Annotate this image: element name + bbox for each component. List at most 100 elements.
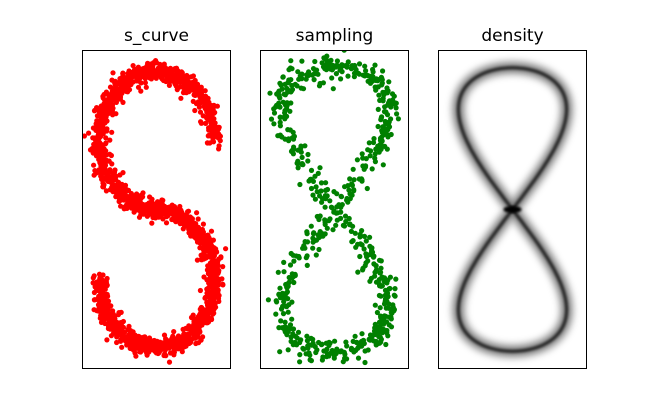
data-point [300, 345, 306, 351]
data-point [200, 221, 206, 227]
data-point [200, 334, 206, 340]
data-point [344, 343, 350, 349]
data-point [326, 353, 332, 359]
data-point [198, 304, 204, 311]
data-point [174, 339, 180, 345]
data-point [346, 215, 352, 222]
data-point [132, 195, 138, 201]
data-point [378, 283, 384, 289]
data-point [197, 245, 203, 251]
data-point [299, 58, 305, 64]
data-point [295, 161, 301, 167]
data-point [155, 199, 161, 205]
data-point [298, 85, 304, 91]
data-point [380, 124, 386, 130]
data-point [101, 291, 107, 297]
data-point [363, 238, 369, 244]
data-point [390, 302, 396, 308]
data-point [125, 70, 131, 77]
data-point [120, 74, 126, 80]
data-point [199, 94, 205, 100]
data-point [372, 151, 378, 157]
data-point [361, 246, 367, 252]
data-point [282, 327, 288, 333]
data-point [111, 182, 117, 188]
data-point [144, 352, 150, 358]
data-point [181, 216, 187, 222]
data-point [297, 352, 303, 358]
data-point [380, 327, 386, 333]
data-point [119, 344, 125, 350]
data-point [368, 148, 374, 154]
data-point [285, 309, 291, 315]
data-point [375, 123, 381, 130]
data-point [351, 177, 357, 183]
data-point [366, 73, 372, 79]
data-point [111, 329, 117, 335]
data-point [322, 221, 328, 228]
data-point [216, 143, 222, 149]
data-point [101, 91, 107, 98]
data-point [274, 91, 280, 97]
data-point [366, 252, 373, 258]
data-point [377, 305, 383, 311]
data-point [90, 275, 96, 281]
data-point [90, 280, 96, 286]
data-point [285, 347, 291, 353]
data-point [133, 353, 139, 359]
data-point [301, 243, 307, 249]
data-point [369, 166, 375, 172]
data-point [319, 199, 325, 205]
data-point [110, 86, 116, 92]
data-point [391, 308, 397, 314]
data-point [135, 84, 142, 90]
data-point [279, 86, 285, 92]
data-point [375, 341, 381, 347]
title-s-curve: s_curve [124, 26, 189, 46]
data-point [194, 90, 200, 96]
data-point [143, 84, 149, 90]
data-point [373, 267, 379, 273]
data-point [277, 349, 283, 355]
panel-s-curve: s_curve [82, 26, 231, 369]
data-point [138, 88, 144, 94]
data-point [87, 147, 94, 153]
data-point [308, 185, 315, 192]
data-point [178, 69, 184, 76]
data-point [310, 336, 316, 342]
data-point [300, 162, 306, 168]
data-point [202, 88, 208, 94]
data-point [383, 109, 389, 115]
data-point [383, 305, 389, 311]
data-point [134, 201, 140, 207]
data-point [384, 90, 390, 96]
data-point [268, 116, 275, 122]
data-point [324, 346, 330, 352]
data-point [178, 95, 184, 101]
data-point [314, 213, 320, 220]
data-point [316, 83, 323, 89]
data-point [103, 188, 109, 194]
data-point [361, 340, 367, 347]
data-point [359, 151, 365, 157]
data-point [166, 82, 172, 88]
data-point [370, 139, 377, 146]
data-point [93, 153, 99, 159]
data-point [128, 79, 134, 85]
density-heatmap [450, 59, 575, 360]
data-point [166, 359, 173, 365]
data-point [118, 309, 124, 315]
data-point [317, 229, 323, 235]
data-point [204, 115, 210, 121]
data-point [202, 294, 208, 300]
data-point [173, 76, 179, 82]
data-point [278, 82, 284, 88]
data-point [125, 187, 131, 193]
data-point [210, 272, 216, 278]
data-point [288, 148, 295, 154]
data-point [171, 329, 177, 335]
data-point [372, 62, 378, 68]
data-point [203, 255, 209, 261]
data-point [104, 128, 110, 134]
data-point [197, 109, 204, 115]
